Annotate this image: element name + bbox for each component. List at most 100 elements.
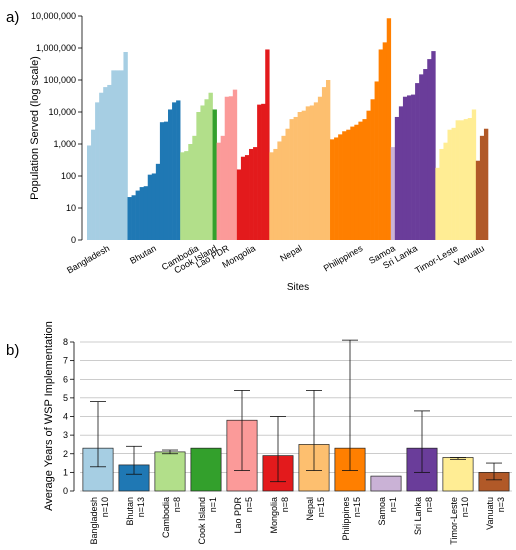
population-bar xyxy=(475,160,481,240)
population-bar xyxy=(127,197,132,240)
population-bar xyxy=(354,124,359,240)
panel-b-bars xyxy=(82,419,510,492)
population-bar xyxy=(107,84,112,240)
panel-a-x-label: Bangladesh xyxy=(65,243,111,275)
panel-a-y-tick-label: 10,000,000 xyxy=(31,11,76,21)
population-bar xyxy=(172,102,177,241)
population-bar xyxy=(253,147,258,240)
population-bar xyxy=(374,81,379,241)
panel-b-x-label: Bhutan xyxy=(125,497,135,526)
population-bar xyxy=(155,163,161,240)
panel-a-x-label: Vanuatu xyxy=(452,243,485,268)
panel-a-bars xyxy=(87,18,489,241)
panel-b-y-tick-label: 5 xyxy=(63,393,68,403)
population-bar xyxy=(281,135,286,240)
panel-b-y-tick-label: 7 xyxy=(63,356,68,366)
panel-b-y-tick-label: 3 xyxy=(63,430,68,440)
population-bar xyxy=(119,70,124,241)
population-bar xyxy=(143,186,149,240)
panel-a-x-axis-title: Sites xyxy=(287,282,309,293)
panel-b-x-labels: Bangladesh n=10 Bhutan n=13 Cambodia n=8 Cook … xyxy=(89,497,506,545)
population-bar xyxy=(350,126,355,240)
population-bar xyxy=(188,144,193,240)
panel-b-n-label: n=15 xyxy=(316,497,326,517)
panel-b-n-label: n=8 xyxy=(280,497,290,512)
population-bar xyxy=(366,110,371,240)
panel-a-y-tick-label: 1,000,000 xyxy=(36,43,76,53)
population-bar xyxy=(176,100,181,240)
panel-b-y-axis: 0 1 2 3 4 5 6 7 8 xyxy=(63,337,75,496)
panel-a-y-tick-label: 1,000 xyxy=(53,139,76,149)
population-bar xyxy=(151,173,157,240)
population-bar xyxy=(269,152,274,240)
population-bar xyxy=(443,142,448,240)
panel-b-n-label: n=10 xyxy=(460,497,470,517)
population-bar xyxy=(277,141,282,240)
years-bar xyxy=(442,457,474,492)
panel-b-x-label: Timor-Leste xyxy=(449,497,459,545)
population-bar xyxy=(423,69,428,240)
population-bar xyxy=(115,70,120,241)
population-bar xyxy=(435,167,440,240)
panel-b-n-label: n=1 xyxy=(208,497,218,512)
population-bar xyxy=(386,18,392,241)
panel-a-x-label: Philippines xyxy=(322,243,365,274)
panel-b-x-label: Nepal xyxy=(305,497,315,521)
panel-a-y-tick-label: 10,000 xyxy=(48,107,76,117)
population-bar xyxy=(95,102,100,241)
population-bar xyxy=(382,42,388,240)
panel-a-x-label: Bhutan xyxy=(128,243,158,266)
population-bar xyxy=(419,74,424,240)
years-bar xyxy=(190,447,222,492)
panel-b-x-label: Bangladesh xyxy=(89,497,99,545)
panel-b-x-label: Vanuatu xyxy=(485,497,495,530)
population-bar xyxy=(200,105,205,240)
population-bar xyxy=(208,92,213,241)
population-bar xyxy=(285,128,290,240)
panel-b-y-axis-title: Average Years of WSP Implementation xyxy=(43,321,55,511)
population-bar xyxy=(293,116,298,240)
population-bar xyxy=(394,116,400,240)
population-bar xyxy=(257,104,262,240)
panel-b-grid xyxy=(80,341,512,492)
population-bar xyxy=(398,106,404,240)
panel-b-n-label: n=15 xyxy=(352,497,362,517)
panel-a-y-axis: 0 10 100 1,000 10,000 100,000 1,000,000 10,000,… xyxy=(31,11,83,245)
population-bar xyxy=(362,119,367,240)
population-bar xyxy=(87,145,92,240)
panel-b-y-tick-label: 1 xyxy=(63,467,68,477)
population-bar xyxy=(297,112,302,240)
years-bar xyxy=(154,451,186,492)
population-bar xyxy=(240,156,246,240)
panel-b-y-tick-label: 0 xyxy=(63,486,68,496)
panel-b-n-label: n=8 xyxy=(424,497,434,512)
population-bar xyxy=(406,95,412,240)
panel-b-y-tick-label: 6 xyxy=(63,374,68,384)
population-bar xyxy=(431,51,436,240)
population-bar xyxy=(273,148,278,240)
population-bar xyxy=(402,96,408,240)
panel-b-n-label: n=8 xyxy=(172,497,182,512)
population-bar xyxy=(232,89,238,240)
population-bar xyxy=(325,80,331,240)
population-bar xyxy=(447,129,452,240)
population-bar xyxy=(370,99,375,240)
population-bar xyxy=(192,135,197,240)
panel-b-n-label: n=1 xyxy=(388,497,398,512)
population-bar xyxy=(427,59,432,240)
population-bar xyxy=(131,195,136,240)
years-bar xyxy=(370,475,402,492)
population-bar xyxy=(467,117,473,240)
panel-b-n-label: n=13 xyxy=(136,497,146,517)
population-bar xyxy=(321,87,327,241)
population-bar xyxy=(301,110,307,240)
panel-b-n-label: n=5 xyxy=(244,497,254,512)
population-bar xyxy=(147,174,153,240)
panel-b-n-label: n=10 xyxy=(100,497,110,517)
population-bar xyxy=(471,109,477,240)
panel-b-label: b) xyxy=(6,342,19,359)
population-bar xyxy=(411,94,416,241)
population-bar xyxy=(358,121,363,240)
